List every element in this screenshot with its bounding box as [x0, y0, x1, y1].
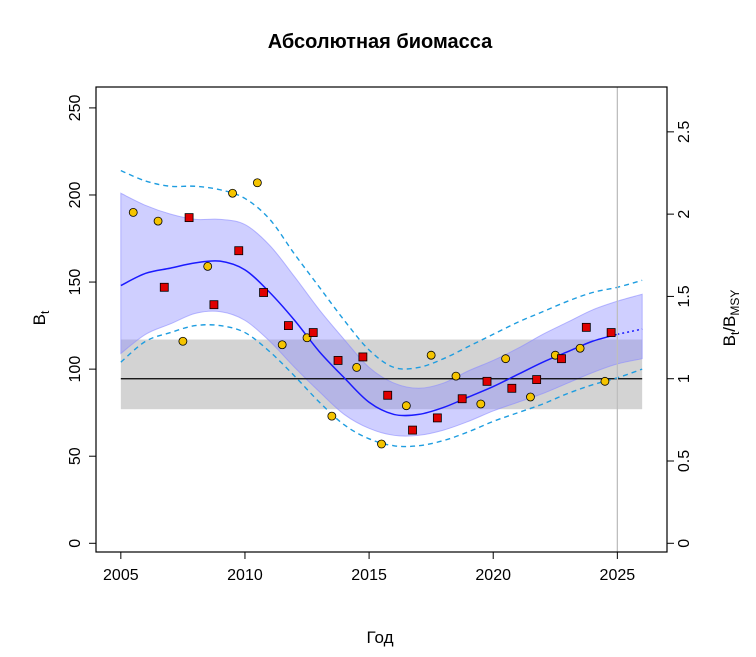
data-point-circle — [252, 178, 262, 188]
y2-tick-label: 1.5 — [676, 285, 693, 307]
y2-label-b1: B — [720, 335, 739, 346]
data-point-circle — [327, 411, 337, 421]
data-point-square — [259, 288, 268, 297]
chart-title: Абсолютная биомасса — [268, 31, 493, 53]
data-point-circle — [128, 207, 138, 217]
y-tick-label: 50 — [67, 447, 84, 465]
outer-lower-line — [120, 324, 643, 448]
x-tick-label: 2020 — [475, 567, 511, 584]
y-tick-label: 250 — [67, 94, 84, 121]
data-point-square — [234, 246, 244, 256]
data-point-square — [532, 375, 542, 384]
data-point-square — [209, 300, 219, 310]
data-point-square — [581, 322, 591, 332]
svg-text:Bt/BMSY: Bt/BMSY — [720, 290, 742, 347]
data-point-square — [333, 356, 343, 365]
y2-label-msy: MSY — [728, 290, 742, 316]
data-point-circle — [476, 399, 486, 409]
x-tick-label: 2015 — [351, 567, 387, 584]
y2-axis-label: Bt/BMSY — [720, 290, 742, 347]
data-point-square — [358, 352, 368, 362]
median-forecast-line — [617, 328, 643, 336]
y2-tick-label: 2 — [676, 210, 693, 219]
y-tick-label: 0 — [67, 539, 84, 548]
data-point-square — [457, 394, 467, 404]
data-point-circle — [501, 354, 511, 364]
x-tick-label: 2025 — [600, 567, 636, 584]
data-point-square — [184, 213, 194, 223]
data-point-circle — [352, 362, 362, 372]
data-point-square — [557, 354, 566, 364]
data-point-circle — [153, 216, 163, 226]
y2-label-b2: B — [720, 316, 739, 327]
data-point-circle — [228, 188, 237, 198]
y2-tick-label: 2.5 — [676, 121, 693, 143]
x-tick-label: 2005 — [103, 567, 139, 584]
y-axis-label-main: B — [30, 314, 49, 325]
median-line — [120, 260, 618, 417]
x-tick-label: 2010 — [227, 567, 263, 584]
data-point-square — [482, 376, 492, 386]
data-point-square — [507, 383, 517, 393]
x-axis-label: Год — [366, 628, 393, 647]
data-point-square — [432, 413, 442, 423]
y2-tick-label: 1 — [676, 374, 693, 383]
data-point-circle — [426, 350, 436, 360]
y-axis-label: Bt — [30, 310, 52, 325]
ci-band — [120, 192, 643, 437]
data-point-circle — [377, 439, 386, 449]
data-point-square — [284, 321, 293, 330]
data-point-square — [606, 328, 616, 337]
data-point-circle — [600, 376, 610, 386]
data-point-square — [408, 425, 417, 435]
y-tick-label: 100 — [67, 356, 84, 383]
y-tick-label: 150 — [67, 269, 84, 296]
plot-inner — [120, 87, 643, 552]
y2-label-slash: / — [720, 327, 739, 332]
data-point-square — [383, 390, 393, 400]
y2-tick-label: 0.5 — [676, 450, 693, 472]
data-point-square — [308, 328, 318, 337]
data-point-square — [159, 282, 169, 292]
y2-tick-label: 0 — [676, 539, 693, 548]
data-point-circle — [451, 371, 461, 381]
data-point-circle — [277, 340, 287, 350]
y2-label-t: t — [728, 331, 742, 335]
data-point-circle — [526, 392, 535, 402]
data-point-circle — [203, 261, 213, 271]
y-axis-label-sub: t — [38, 310, 52, 314]
plot-area: 2005 2010 2015 2020 2025 0 50 100 150 200 250 0 0.5 1… — [67, 86, 693, 584]
y-tick-label: 200 — [67, 182, 84, 209]
svg-text:Bt: Bt — [30, 310, 52, 325]
plot-frame — [95, 86, 668, 553]
data-point-circle — [178, 336, 188, 346]
data-point-circle — [575, 343, 585, 353]
data-point-circle — [401, 401, 411, 411]
